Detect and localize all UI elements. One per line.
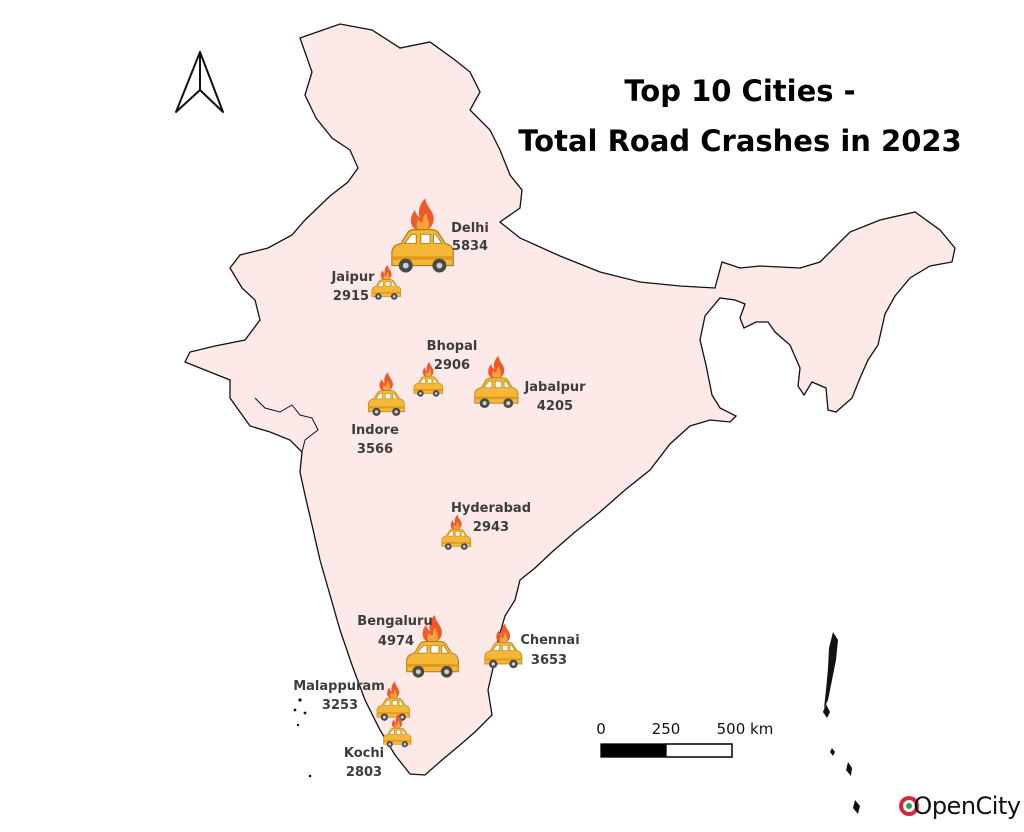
city-name-bhopal: Bhopal xyxy=(427,339,478,354)
map-title-line2: Total Road Crashes in 2023 xyxy=(518,124,962,158)
city-value-delhi: 5834 xyxy=(452,239,488,254)
logo-text-open: Open xyxy=(913,792,976,820)
city-value-malappuram: 3253 xyxy=(322,698,358,713)
city-name-kochi: Kochi xyxy=(344,746,384,761)
scale-segment-black xyxy=(601,744,666,757)
city-value-hyderabad: 2943 xyxy=(473,520,509,535)
map-title-line1: Top 10 Cities - xyxy=(624,74,856,108)
opencity-logo-icon xyxy=(899,796,919,816)
city-name-bengaluru: Bengaluru xyxy=(357,614,432,629)
city-name-jaipur: Jaipur xyxy=(330,270,375,285)
city-value-bengaluru: 4974 xyxy=(378,634,414,649)
scale-bar: 0 250 500 km xyxy=(596,720,774,758)
city-value-jaipur: 2915 xyxy=(333,289,369,304)
city-value-jabalpur: 4205 xyxy=(537,399,573,414)
scale-label-0: 0 xyxy=(596,720,606,738)
city-value-indore: 3566 xyxy=(357,442,393,457)
city-value-bhopal: 2906 xyxy=(434,358,470,373)
logo-text-city: City xyxy=(975,792,1022,820)
city-labels: Delhi 5834 Jaipur 2915 Bhopal 2906 Jabal… xyxy=(293,221,586,780)
city-name-chennai: Chennai xyxy=(520,633,579,648)
andaman-islands xyxy=(823,632,860,814)
scale-label-500: 500 km xyxy=(717,720,774,738)
city-value-kochi: 2803 xyxy=(346,765,382,780)
city-name-delhi: Delhi xyxy=(451,221,489,236)
gujarat-coast xyxy=(254,397,319,453)
india-mainland xyxy=(184,23,956,776)
lakshadweep-islands xyxy=(293,698,312,778)
north-arrow-icon xyxy=(175,51,224,113)
opencity-logo: .OpenCity xyxy=(898,792,1021,820)
city-name-indore: Indore xyxy=(351,423,399,438)
city-name-hyderabad: Hyderabad xyxy=(451,501,531,516)
scale-segment-white xyxy=(665,743,733,758)
city-name-jabalpur: Jabalpur xyxy=(523,380,586,395)
city-value-chennai: 3653 xyxy=(531,653,567,668)
city-name-malappuram: Malappuram xyxy=(293,679,385,694)
scale-label-250: 250 xyxy=(652,720,681,738)
